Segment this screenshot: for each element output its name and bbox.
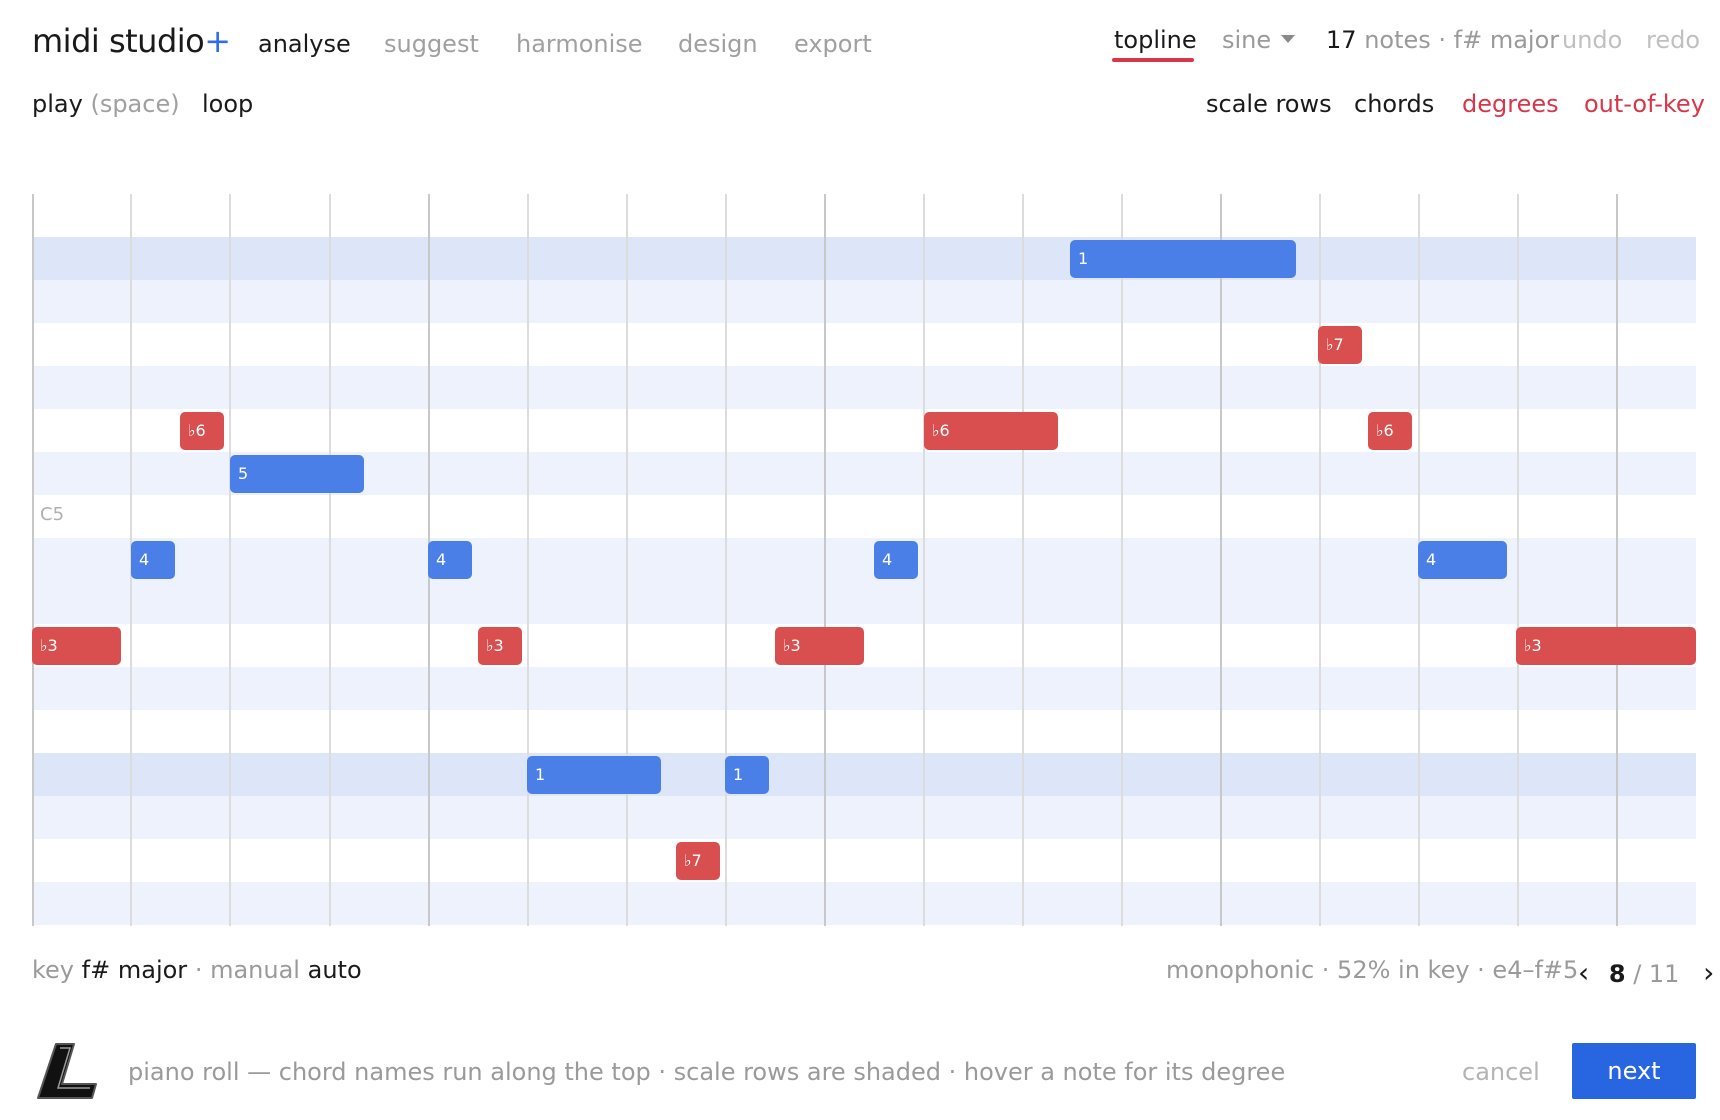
note-block[interactable]: ♭7	[676, 842, 720, 880]
beat-line	[1022, 194, 1024, 926]
melody-stats: monophonic · 52% in key · e4–f#5	[1166, 956, 1579, 984]
tab-design[interactable]: design	[678, 30, 758, 58]
note-block[interactable]: ♭3	[1516, 627, 1696, 665]
hint-text: piano roll — chord names run along the t…	[128, 1058, 1286, 1086]
instrument-label: sine	[1222, 26, 1272, 54]
tab-analyse[interactable]: analyse	[258, 30, 351, 58]
undo-button[interactable]: undo	[1562, 26, 1623, 54]
app-title-text: midi studio	[32, 22, 205, 60]
key-selector[interactable]: key f# major · manual auto	[32, 956, 362, 984]
scale-row	[32, 796, 1696, 839]
pager-total: / 11	[1633, 960, 1680, 988]
scale-row	[32, 667, 1696, 710]
instrument-dropdown[interactable]: sine	[1222, 26, 1296, 54]
play-shortcut-hint: (space)	[90, 90, 180, 118]
scale-row	[32, 882, 1696, 925]
note-block[interactable]: 5	[230, 455, 364, 493]
beat-line	[1517, 194, 1519, 926]
app-title-plus: +	[204, 22, 231, 60]
beat-line	[32, 194, 34, 926]
note-block[interactable]: ♭6	[1368, 412, 1412, 450]
pager: ‹ 8 / 11 ›	[1578, 956, 1714, 989]
app-title: midi studio+	[32, 22, 231, 60]
logo-icon	[30, 1038, 102, 1104]
note-block[interactable]: ♭3	[478, 627, 522, 665]
track-selector-topline[interactable]: topline	[1114, 26, 1197, 54]
note-count: 17	[1326, 26, 1357, 54]
beat-line	[1319, 194, 1321, 926]
scale-row	[32, 366, 1696, 409]
scale-row-root	[32, 237, 1696, 280]
tab-suggest[interactable]: suggest	[384, 30, 479, 58]
note-block[interactable]: 4	[1418, 541, 1507, 579]
note-summary: 17 notes · f# major	[1326, 26, 1559, 54]
note-block[interactable]: 4	[428, 541, 472, 579]
scale-row	[32, 581, 1696, 624]
key-separator: ·	[194, 956, 203, 984]
key-label: key	[32, 956, 75, 984]
bar-line	[1220, 194, 1222, 926]
note-block[interactable]: ♭6	[924, 412, 1058, 450]
note-block[interactable]: ♭7	[1318, 326, 1362, 364]
beat-line	[527, 194, 529, 926]
active-track-underline	[1112, 58, 1194, 62]
bar-line	[824, 194, 826, 926]
beat-line	[229, 194, 231, 926]
tab-harmonise[interactable]: harmonise	[516, 30, 643, 58]
note-block[interactable]: ♭6	[180, 412, 224, 450]
play-label: play	[32, 90, 83, 118]
note-block[interactable]: 1	[1070, 240, 1296, 278]
loop-toggle[interactable]: loop	[202, 90, 254, 118]
toggle-out-of-key[interactable]: out-of-key	[1584, 90, 1705, 118]
chevron-down-icon	[1281, 35, 1296, 43]
beat-line	[626, 194, 628, 926]
toggle-scale-rows[interactable]: scale rows	[1206, 90, 1332, 118]
beat-line	[725, 194, 727, 926]
beat-line	[329, 194, 331, 926]
key-auto-option[interactable]: auto	[307, 956, 362, 984]
tab-export[interactable]: export	[794, 30, 872, 58]
beat-line	[923, 194, 925, 926]
key-mode[interactable]: major	[117, 956, 188, 984]
chevron-left-icon[interactable]: ‹	[1578, 956, 1590, 989]
beat-line	[1121, 194, 1123, 926]
toggle-degrees[interactable]: degrees	[1462, 90, 1559, 118]
key-root[interactable]: f#	[81, 956, 111, 984]
note-block[interactable]: 1	[725, 756, 769, 794]
toggle-chords[interactable]: chords	[1354, 90, 1435, 118]
pitch-row-label: C5	[40, 504, 65, 525]
next-button[interactable]: next	[1572, 1043, 1696, 1099]
cancel-button[interactable]: cancel	[1462, 1058, 1540, 1086]
key-manual-option[interactable]: manual	[210, 956, 300, 984]
play-button[interactable]: play (space)	[32, 90, 180, 118]
piano-roll[interactable]: C5 1 ♭7 ♭6 ♭6 ♭6 5 4 4 4 4 ♭3 ♭3 ♭3 ♭3 1…	[32, 194, 1696, 926]
scale-row	[32, 280, 1696, 323]
chevron-right-icon[interactable]: ›	[1703, 956, 1715, 989]
note-block[interactable]: 4	[131, 541, 175, 579]
redo-button[interactable]: redo	[1646, 26, 1701, 54]
bar-line	[1616, 194, 1618, 926]
note-summary-label: notes · f# major	[1364, 26, 1560, 54]
note-block[interactable]: 4	[874, 541, 918, 579]
note-block[interactable]: 1	[527, 756, 661, 794]
pager-current: 8	[1608, 960, 1626, 988]
note-block[interactable]: ♭3	[775, 627, 864, 665]
scale-row-root	[32, 753, 1696, 796]
note-block[interactable]: ♭3	[32, 627, 121, 665]
